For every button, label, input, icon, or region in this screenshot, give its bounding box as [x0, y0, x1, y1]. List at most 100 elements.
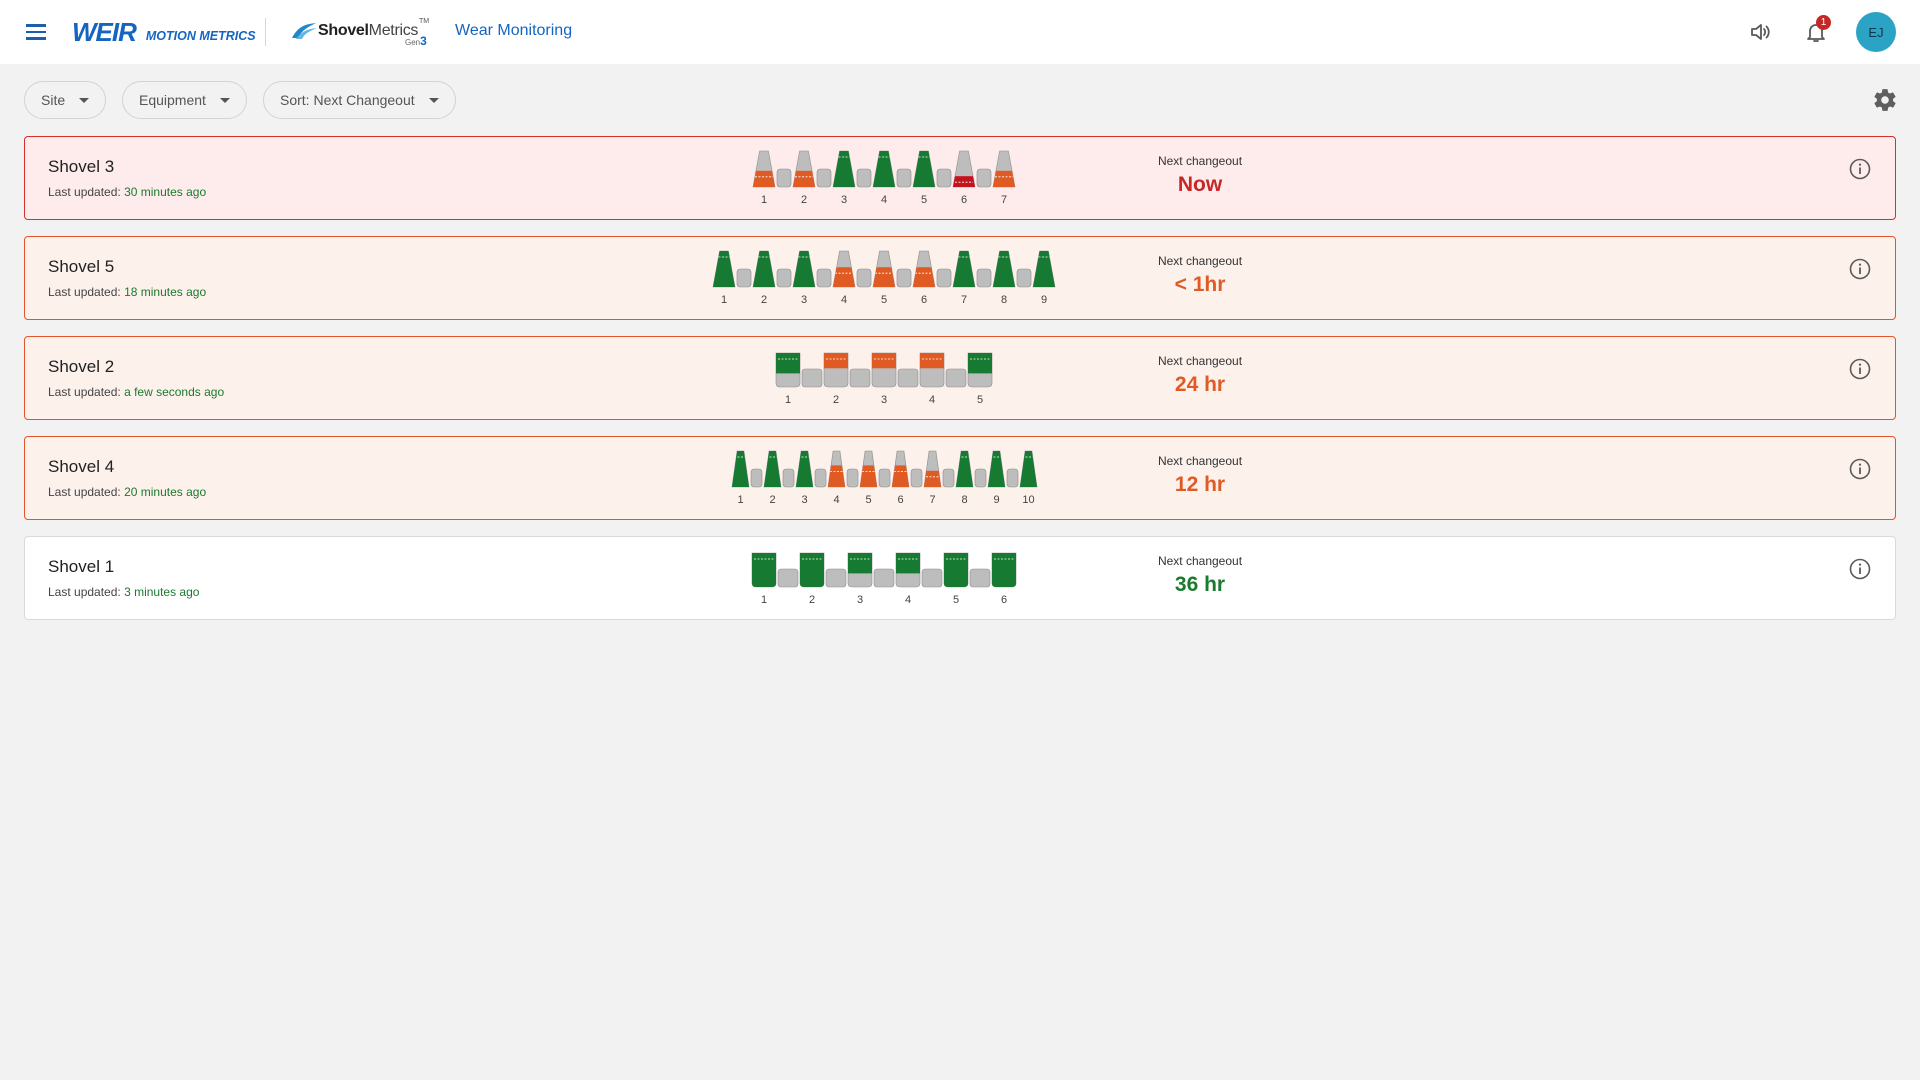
- tooth-label: 6: [921, 294, 927, 306]
- shovel-card[interactable]: Shovel 4 Last updated: 20 minutes ago Next…: [24, 436, 1896, 520]
- tooth-label: 8: [1001, 294, 1007, 306]
- tooth-label: 2: [769, 494, 775, 506]
- gear-icon[interactable]: [1872, 87, 1898, 113]
- last-updated: Last updated: 18 minutes ago: [48, 285, 207, 299]
- tooth-adapter: [777, 568, 799, 588]
- caret-down-icon: [219, 97, 230, 103]
- tooth-label: 9: [1041, 294, 1047, 306]
- tooth: [987, 450, 1005, 488]
- tooth-label: 2: [801, 194, 807, 206]
- tooth: [763, 450, 781, 488]
- tooth-adapter: [782, 468, 794, 488]
- tooth-label: 7: [1001, 194, 1007, 206]
- avatar[interactable]: EJ: [1856, 12, 1896, 52]
- volume-icon[interactable]: [1745, 17, 1775, 47]
- tooth-adapter: [945, 368, 967, 388]
- next-changeout-value: < 1hr: [1174, 273, 1226, 296]
- tooth-label: 3: [881, 394, 887, 406]
- tooth: [895, 552, 921, 588]
- tooth-adapter: [969, 568, 991, 588]
- app-title: Wear Monitoring: [455, 22, 573, 39]
- menu-icon[interactable]: [20, 18, 52, 46]
- tooth-label: 4: [905, 594, 911, 606]
- tooth-label: 8: [961, 494, 967, 506]
- shovel-card[interactable]: Shovel 5 Last updated: 18 minutes ago Next…: [24, 236, 1896, 320]
- tooth-label: 3: [801, 294, 807, 306]
- shovelmetrics-tm: TM: [419, 18, 430, 25]
- shovel-card[interactable]: Shovel 3 Last updated: 30 minutes ago Next…: [24, 136, 1896, 220]
- info-icon[interactable]: [1848, 457, 1872, 481]
- tooth-adapter: [910, 468, 922, 488]
- last-updated: Last updated: 20 minutes ago: [48, 485, 207, 499]
- filter-sort[interactable]: Sort: Next Changeout: [263, 81, 456, 119]
- last-updated: Last updated: 30 minutes ago: [48, 185, 207, 199]
- shovel-card[interactable]: Shovel 2 Last updated: a few seconds ago N…: [24, 336, 1896, 420]
- bucket-teeth-diagram: 1 2 3 4 5 6 7 8 9: [712, 250, 1056, 306]
- last-updated: Last updated: a few seconds ago: [48, 385, 225, 399]
- tooth-label: 3: [801, 494, 807, 506]
- tooth: [752, 250, 776, 288]
- tooth-label: 2: [809, 594, 815, 606]
- tooth-label: 7: [929, 494, 935, 506]
- tooth-label: 6: [961, 194, 967, 206]
- caret-down-icon: [428, 97, 439, 103]
- tooth: [952, 250, 976, 288]
- shovelmetrics-gen: Gen3: [405, 34, 427, 48]
- tooth: [827, 450, 845, 488]
- tooth-adapter: [814, 468, 826, 488]
- tooth: [871, 352, 897, 388]
- tooth: [795, 450, 813, 488]
- info-icon[interactable]: [1848, 257, 1872, 281]
- bucket-teeth-diagram: 1 2 3 4 5 6 7 8 9 10: [731, 450, 1037, 506]
- info-icon[interactable]: [1848, 157, 1872, 181]
- tooth: [991, 552, 1017, 588]
- tooth-adapter: [816, 168, 832, 188]
- last-updated: Last updated: 3 minutes ago: [48, 585, 200, 599]
- shovel-name: Shovel 5: [48, 257, 115, 276]
- info-icon[interactable]: [1848, 357, 1872, 381]
- tooth: [823, 352, 849, 388]
- tooth-label: 10: [1022, 494, 1034, 506]
- next-changeout-label: Next changeout: [1157, 254, 1243, 268]
- tooth-adapter: [776, 168, 792, 188]
- shovel-name: Shovel 1: [48, 557, 115, 576]
- filter-site-label: Site: [41, 92, 66, 108]
- tooth-label: 1: [785, 394, 791, 406]
- tooth: [859, 450, 877, 488]
- tooth-label: 1: [761, 594, 767, 606]
- tooth: [1032, 250, 1056, 288]
- tooth: [919, 352, 945, 388]
- tooth-label: 1: [737, 494, 743, 506]
- tooth: [752, 150, 776, 188]
- filter-site[interactable]: Site: [24, 81, 107, 119]
- tooth: [967, 352, 993, 388]
- shovel-card[interactable]: Shovel 1 Last updated: 3 minutes ago Next …: [24, 536, 1896, 620]
- tooth-label: 5: [921, 194, 927, 206]
- tooth-label: 2: [833, 394, 839, 406]
- tooth-adapter: [1006, 468, 1018, 488]
- tooth-adapter: [873, 568, 895, 588]
- notifications-button[interactable]: 1: [1801, 15, 1831, 47]
- tooth: [799, 552, 825, 588]
- tooth: [731, 450, 749, 488]
- info-icon[interactable]: [1848, 557, 1872, 581]
- tooth-label: 5: [977, 394, 983, 406]
- tooth-adapter: [856, 168, 872, 188]
- tooth-adapter: [976, 168, 992, 188]
- shovel-name: Shovel 3: [48, 157, 115, 176]
- tooth-label: 4: [833, 494, 839, 506]
- tooth-adapter: [816, 268, 832, 288]
- caret-down-icon: [79, 97, 90, 103]
- filter-equipment[interactable]: Equipment: [122, 81, 247, 119]
- tooth: [943, 552, 969, 588]
- next-changeout-label: Next changeout: [1157, 454, 1243, 468]
- tooth-label: 4: [841, 294, 847, 306]
- tooth-adapter: [896, 268, 912, 288]
- next-changeout-value: Now: [1177, 173, 1223, 196]
- next-changeout-value: 12 hr: [1174, 473, 1226, 496]
- tooth: [912, 250, 936, 288]
- bucket-teeth-diagram: 1 2 3 4 5 6: [751, 552, 1017, 606]
- tooth-label: 2: [761, 294, 767, 306]
- shovel-name: Shovel 2: [48, 357, 115, 376]
- tooth-label: 5: [881, 294, 887, 306]
